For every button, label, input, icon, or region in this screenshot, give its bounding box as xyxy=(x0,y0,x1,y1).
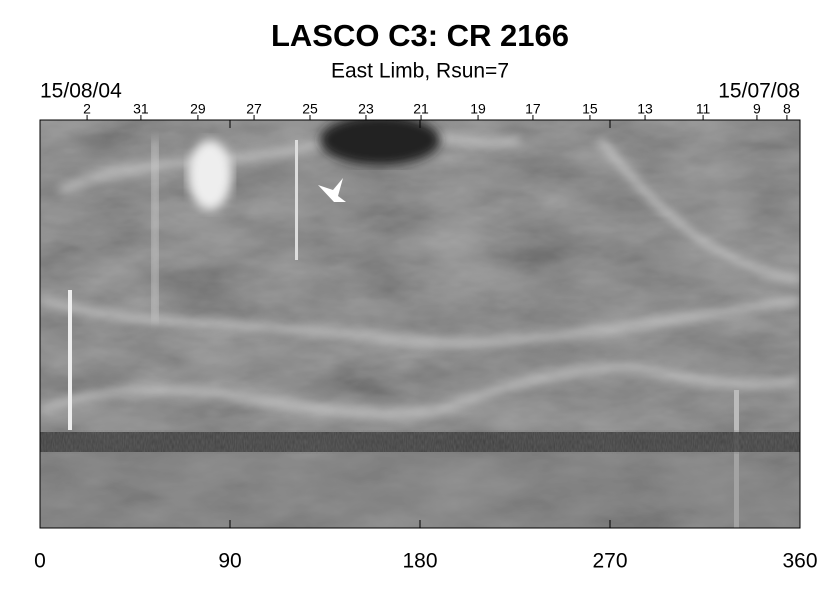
x-tick-label: 0 xyxy=(34,550,46,573)
x-tick-label: 90 xyxy=(218,550,241,573)
x2-tick-label: 21 xyxy=(413,101,429,117)
x2-tick-label: 11 xyxy=(696,101,711,117)
x2-tick-label: 9 xyxy=(753,101,761,117)
chart-subtitle: East Limb, Rsun=7 xyxy=(331,60,509,83)
synoptic-map xyxy=(40,120,800,528)
x2-tick-label: 23 xyxy=(358,101,374,117)
x2-tick-label: 19 xyxy=(470,101,486,117)
chart-title: LASCO C3: CR 2166 xyxy=(271,18,569,53)
x2-tick-label: 25 xyxy=(302,101,318,117)
x2-tick-label: 13 xyxy=(637,101,653,117)
end-date: 15/07/08 xyxy=(718,80,800,103)
x2-tick-label: 29 xyxy=(190,101,206,117)
x-tick-label: 360 xyxy=(782,550,817,573)
start-date: 15/08/04 xyxy=(40,80,122,103)
x-tick-label: 270 xyxy=(592,550,627,573)
x2-tick-label: 17 xyxy=(525,101,541,117)
x2-tick-label: 31 xyxy=(133,101,149,117)
x2-tick-label: 2 xyxy=(83,101,91,117)
x2-tick-label: 27 xyxy=(246,101,262,117)
x-tick-label: 180 xyxy=(402,550,437,573)
x2-tick-label: 15 xyxy=(582,101,598,117)
x2-tick-label: 8 xyxy=(783,101,791,117)
